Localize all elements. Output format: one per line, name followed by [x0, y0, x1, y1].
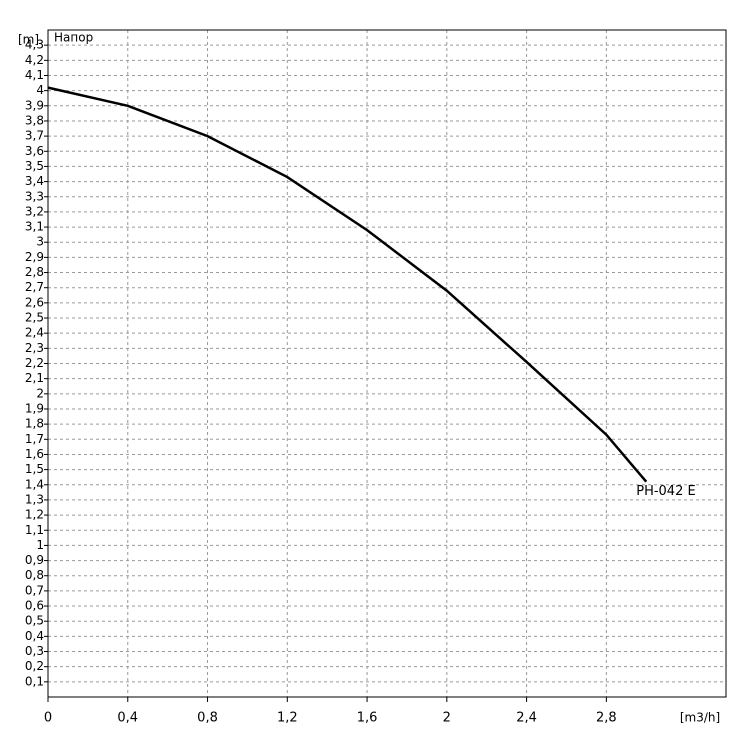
series-label: PH-042 E	[636, 484, 695, 499]
y-tick-label: 2,6	[25, 295, 44, 309]
x-tick-label: 0,8	[197, 711, 218, 726]
y-tick-label: 0,6	[25, 599, 44, 613]
y-tick-label: 3,2	[25, 204, 44, 218]
y-tick-label: 0,9	[25, 553, 44, 567]
y-tick-label: 2,9	[25, 250, 44, 264]
y-tick-label: 3,8	[25, 113, 44, 127]
y-tick-label: 4	[36, 83, 44, 97]
y-tick-label: 0,2	[25, 659, 44, 673]
y-tick-label: 4,2	[25, 53, 44, 67]
x-axis-label: [m3/h]	[680, 711, 720, 725]
x-tick-label: 0	[44, 711, 52, 726]
y-tick-label: 2,2	[25, 356, 44, 370]
y-tick-label: 1,9	[25, 401, 44, 415]
y-tick-label: 0,1	[25, 674, 44, 688]
y-tick-label: 3,9	[25, 98, 44, 112]
y-tick-label: 2,7	[25, 280, 44, 294]
y-tick-label: 3,1	[25, 220, 44, 234]
x-tick-label: 2,4	[516, 711, 537, 726]
y-tick-label: 2,4	[25, 326, 44, 340]
y-tick-label: 3,6	[25, 144, 44, 158]
y-tick-label: 1,7	[25, 432, 44, 446]
y-tick-label: 1,2	[25, 508, 44, 522]
y-tick-label: 0,5	[25, 614, 44, 628]
y-tick-label: 2,3	[25, 341, 44, 355]
y-tick-label: 3,7	[25, 129, 44, 143]
y-tick-label: 1,1	[25, 523, 44, 537]
y-tick-label: 1,6	[25, 447, 44, 461]
y-tick-label: 2,5	[25, 311, 44, 325]
y-tick-label: 2,1	[25, 371, 44, 385]
x-tick-label: 2,8	[596, 711, 617, 726]
chart-title: Напор	[54, 31, 93, 45]
y-tick-label: 2	[36, 386, 44, 400]
y-tick-label: 2,8	[25, 265, 44, 279]
y-tick-label: 0,3	[25, 644, 44, 658]
y-axis-label: [m]	[18, 33, 39, 47]
y-tick-label: 3,5	[25, 159, 44, 173]
y-tick-label: 1	[36, 538, 44, 552]
y-tick-label: 1,4	[25, 477, 44, 491]
x-tick-label: 1,6	[357, 711, 378, 726]
y-tick-label: 0,8	[25, 568, 44, 582]
y-tick-label: 3,4	[25, 174, 44, 188]
x-tick-label: 0,4	[117, 711, 138, 726]
y-tick-label: 1,8	[25, 417, 44, 431]
y-tick-label: 0,7	[25, 583, 44, 597]
plot-border	[47, 29, 727, 698]
y-tick-label: 1,5	[25, 462, 44, 476]
y-tick-label: 3,3	[25, 189, 44, 203]
x-tick-label: 1,2	[277, 711, 298, 726]
curve	[47, 86, 648, 483]
y-tick-label: 3	[36, 235, 44, 249]
x-tick-label: 2	[443, 711, 451, 726]
y-tick-label: 4,3	[25, 38, 44, 52]
y-tick-label: 4,1	[25, 68, 44, 82]
y-tick-label: 1,3	[25, 492, 44, 506]
y-tick-label: 0,4	[25, 629, 44, 643]
